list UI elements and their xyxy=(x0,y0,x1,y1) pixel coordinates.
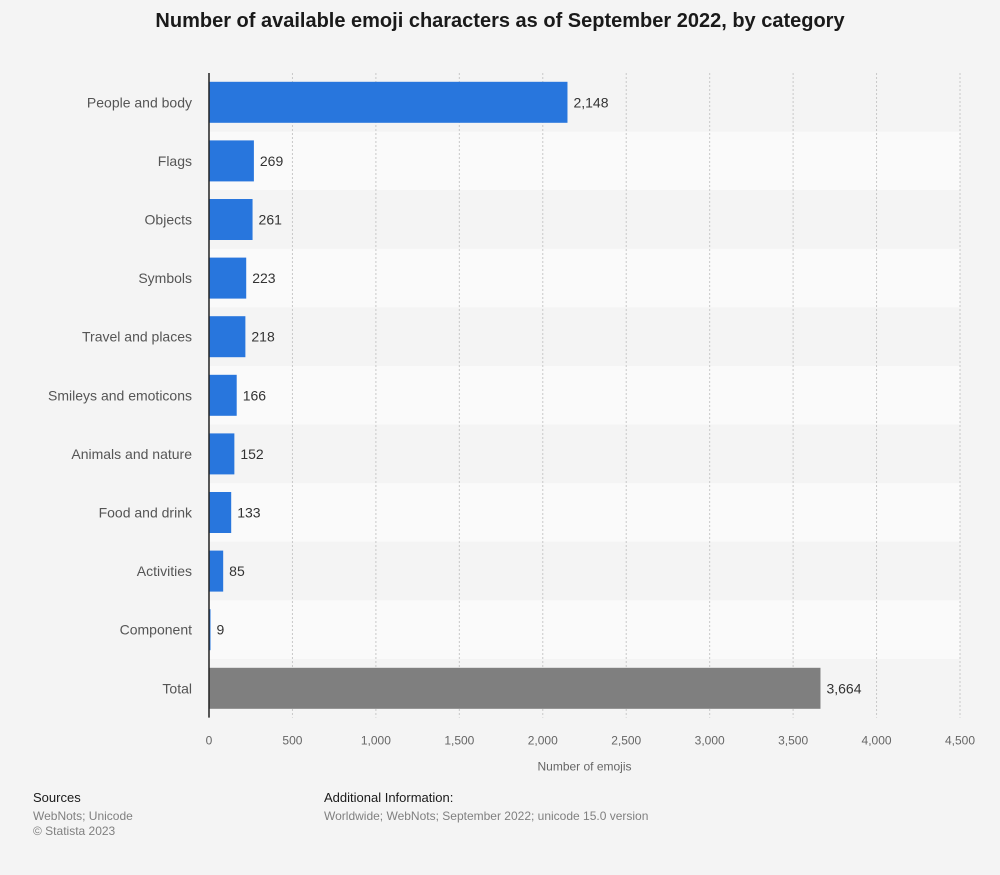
category-label: Animals and nature xyxy=(71,446,192,462)
category-labels: People and body Flags Objects Symbols Travel… xyxy=(48,94,193,696)
row-band xyxy=(209,307,960,366)
x-tick-label: 4,500 xyxy=(945,734,975,748)
category-label: People and body xyxy=(87,94,192,110)
bar[interactable] xyxy=(209,140,254,182)
category-label: Food and drink xyxy=(99,505,193,521)
row-band xyxy=(209,424,960,484)
category-label: Component xyxy=(120,622,192,638)
bar-chart: People and body Flags Objects Symbols Travel… xyxy=(48,73,976,774)
value-label: 223 xyxy=(252,270,276,286)
category-label: Smileys and emoticons xyxy=(48,387,192,403)
additional-info-title: Additional Information: xyxy=(324,790,454,805)
value-label: 218 xyxy=(251,329,275,345)
category-label: Total xyxy=(162,680,192,696)
row-band xyxy=(209,541,960,601)
value-label: 269 xyxy=(260,153,284,169)
bar[interactable] xyxy=(209,199,253,240)
additional-info-line: Worldwide; WebNots; September 2022; unic… xyxy=(324,809,649,823)
value-label: 166 xyxy=(243,387,267,403)
category-label: Symbols xyxy=(138,270,192,286)
x-tick-label: 500 xyxy=(282,734,302,748)
value-label: 2,148 xyxy=(573,94,608,110)
bar[interactable] xyxy=(209,433,235,475)
bar[interactable] xyxy=(209,667,821,709)
bar[interactable] xyxy=(209,492,232,533)
value-label: 85 xyxy=(229,563,245,579)
row-band xyxy=(209,190,960,249)
x-tick-label: 0 xyxy=(206,734,213,748)
value-label: 261 xyxy=(259,212,283,228)
category-label: Objects xyxy=(145,212,192,228)
x-tick-label: 3,500 xyxy=(778,734,808,748)
x-tick-label: 2,500 xyxy=(611,734,641,748)
value-label: 3,664 xyxy=(826,680,861,696)
grid-lines xyxy=(291,73,961,718)
row-band xyxy=(209,366,960,425)
category-label: Activities xyxy=(137,563,192,579)
x-tick-label: 2,000 xyxy=(528,734,558,748)
bar[interactable] xyxy=(209,316,246,358)
row-band xyxy=(209,248,960,308)
x-axis-label: Number of emojis xyxy=(537,760,631,774)
bar[interactable] xyxy=(209,609,211,651)
value-label: 152 xyxy=(240,446,264,462)
sources-title: Sources xyxy=(33,790,81,805)
row-bands xyxy=(209,73,960,718)
bar[interactable] xyxy=(209,257,247,299)
bar[interactable] xyxy=(209,81,568,123)
row-band xyxy=(209,131,960,191)
value-label: 133 xyxy=(237,505,261,521)
row-band xyxy=(209,483,960,542)
value-label: 9 xyxy=(217,622,225,638)
copyright-line: © Statista 2023 xyxy=(33,824,116,838)
x-tick-label: 1,000 xyxy=(361,734,391,748)
x-tick-label: 4,000 xyxy=(862,734,892,748)
x-tick-labels: 0 500 1,000 1,500 2,000 2,500 3,000 3,500 4,000 4… xyxy=(206,734,976,748)
row-band xyxy=(209,600,960,659)
sources-line[interactable]: WebNots; Unicode xyxy=(33,809,133,823)
category-label: Flags xyxy=(158,153,192,169)
bar[interactable] xyxy=(209,550,224,592)
bars xyxy=(209,81,821,709)
value-labels: 2,148 269 261 223 218 166 152 133 85 9 3,664 xyxy=(217,94,862,696)
bar[interactable] xyxy=(209,374,237,416)
sources-block: Sources WebNots; Unicode © Statista 2023 xyxy=(33,790,133,839)
x-tick-label: 3,000 xyxy=(695,734,725,748)
chart-title: Number of available emoji characters as … xyxy=(155,10,845,32)
additional-info-block: Additional Information: Worldwide; WebNo… xyxy=(324,790,648,824)
x-tick-label: 1,500 xyxy=(444,734,474,748)
category-label: Travel and places xyxy=(82,329,192,345)
